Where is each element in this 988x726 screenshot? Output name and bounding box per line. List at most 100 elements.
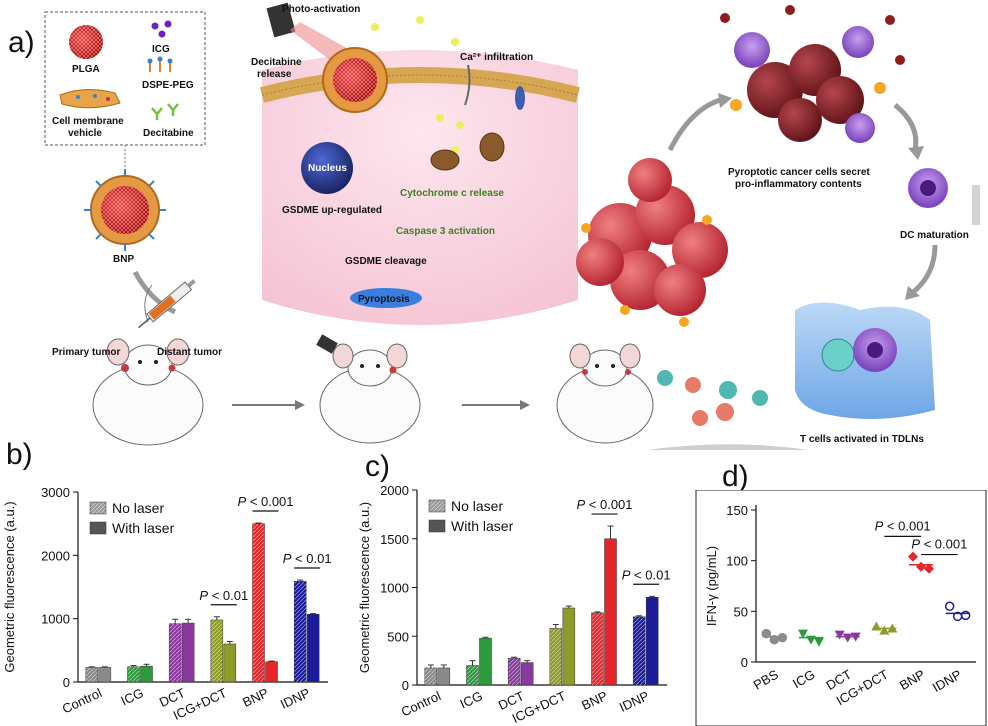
data-point (798, 629, 808, 639)
y-tick-label: 2000 (41, 548, 70, 563)
x-tick-label: IDNP (278, 685, 312, 712)
cytc-label: Cytochrome c release (400, 188, 504, 199)
dendritic-cell (908, 168, 948, 208)
bar-ICG+DCT-no-laser (210, 619, 224, 683)
y-tick-label: 500 (387, 629, 409, 644)
dc-maturation-label: DC maturation (900, 230, 969, 241)
distant-tumor-label: Distant tumor (157, 347, 222, 358)
panel-letter-b: b) (6, 438, 33, 471)
bar-ICG-with-laser (140, 665, 153, 683)
bnp-nanoparticle (84, 169, 166, 251)
cell-interior (262, 50, 578, 325)
bar-IDNP-no-laser (632, 616, 646, 686)
bar-IDNP-no-laser (293, 581, 307, 683)
legend-decitabine: Decitabine (143, 128, 194, 139)
legend-icg: ICG (152, 44, 170, 55)
panel-letter-a: a) (8, 26, 35, 59)
y-tick-label: 1500 (380, 532, 409, 547)
pyroptosis-label: Pyroptosis (358, 294, 410, 305)
y-tick-label: 2000 (380, 483, 409, 498)
bar-IDNP-with-laser (306, 613, 320, 683)
chart-c: Geometric fluorescence (a.u.) 0 500 1000 150… (357, 483, 671, 726)
laser-device-icon (266, 2, 350, 60)
data-point (916, 561, 926, 572)
y-tick-label: 0 (741, 655, 748, 670)
data-point (777, 632, 788, 643)
legend-cell-membrane-2: vehicle (68, 128, 102, 139)
panel-letter-c: c) (365, 450, 390, 483)
schematic-svg: a) PLGA ICG DSPE-PEG Cell membrane vehic… (8, 2, 980, 477)
legend-label: With laser (451, 518, 514, 534)
bar-ICG-no-laser (127, 666, 140, 683)
bar-DCT-with-laser (181, 622, 195, 683)
membrane-nanoparticle (322, 47, 388, 113)
panel-a: a) PLGA ICG DSPE-PEG Cell membrane vehic… (8, 2, 980, 477)
legend-swatch (428, 519, 446, 533)
y-tick-label: 1000 (41, 612, 70, 627)
cycle-arrow-2 (893, 103, 919, 151)
photo-activation-label: Photo-activation (282, 4, 360, 15)
y-axis-label: IFN-γ (pg/mL) (704, 546, 719, 626)
caspase-label: Caspase 3 activation (396, 226, 495, 237)
bar-ICG+DCT-with-laser (562, 607, 576, 686)
gsdme-cleavage-label: GSDME cleavage (345, 256, 427, 267)
syringe-icon (138, 279, 196, 329)
pyroptotic-cells (720, 5, 905, 143)
decitabine-release-label-2: release (257, 69, 292, 80)
legend-swatch (89, 521, 107, 535)
data-point (908, 551, 918, 562)
significance-label: P < 0.001 (237, 494, 293, 509)
bar-IDNP-with-laser (645, 597, 659, 686)
x-tick-label: BNP (240, 685, 271, 710)
mouse-3 (556, 343, 654, 444)
cycle-arrow-3 (910, 244, 938, 295)
tumor-cluster (576, 158, 728, 327)
significance-label: P < 0.001 (875, 518, 931, 533)
significance-label: P < 0.001 (576, 497, 632, 512)
bar-DCT-no-laser (168, 623, 182, 683)
y-axis-label: Geometric fluorescence (a.u.) (2, 501, 17, 672)
significance-label: P < 0.001 (911, 537, 967, 552)
y-tick-label: 150 (726, 503, 748, 518)
legend-cell-membrane-1: Cell membrane (52, 116, 124, 127)
tcells-label: T cells activated in TDLNs (800, 434, 924, 445)
legend-label: No laser (112, 500, 164, 516)
x-tick-label: ICG (457, 688, 484, 711)
bar-BNP-no-laser (591, 612, 604, 686)
bnp-label: BNP (113, 254, 134, 265)
y-tick-label: 100 (726, 554, 748, 569)
legend-dspe-peg: DSPE-PEG (142, 80, 194, 91)
secrete-label-2: pro-inflammatory contents (735, 179, 862, 190)
nucleus (301, 142, 353, 194)
data-point (944, 601, 955, 612)
mouse-2 (316, 334, 421, 444)
bar-Control-with-laser (437, 667, 451, 686)
bar-DCT-no-laser (507, 657, 521, 686)
bar-ICG+DCT-with-laser (223, 643, 237, 683)
mouse-1 (92, 284, 204, 446)
legend-plga: PLGA (72, 64, 100, 75)
data-point (879, 625, 890, 635)
y-tick-label: 1000 (380, 581, 409, 596)
mitochondria-icon (430, 149, 460, 171)
significance-label: P < 0.01 (283, 551, 332, 566)
cycle-arrow-1 (667, 97, 721, 152)
secrete-label-1: Pyroptotic cancer cells secret (728, 167, 870, 178)
icg-icon (151, 22, 159, 30)
decitabine-icon (151, 103, 179, 120)
gsdme-up-label: GSDME up-regulated (282, 205, 382, 216)
panel-letter-d: d) (722, 460, 749, 493)
y-tick-label: 0 (63, 675, 70, 690)
x-tick-label: BNP (579, 688, 610, 713)
nucleus-label: Nucleus (308, 163, 347, 174)
bar-ICG+DCT-no-laser (549, 628, 563, 686)
chart-d-frame (695, 490, 987, 726)
data-point (814, 637, 824, 647)
data-point (761, 628, 772, 639)
bar-DCT-with-laser (520, 662, 534, 686)
dspe-peg-icon (147, 56, 173, 72)
significance-label: P < 0.01 (622, 567, 671, 582)
bar-ICG-no-laser (466, 665, 479, 686)
legend-swatch (89, 501, 107, 515)
